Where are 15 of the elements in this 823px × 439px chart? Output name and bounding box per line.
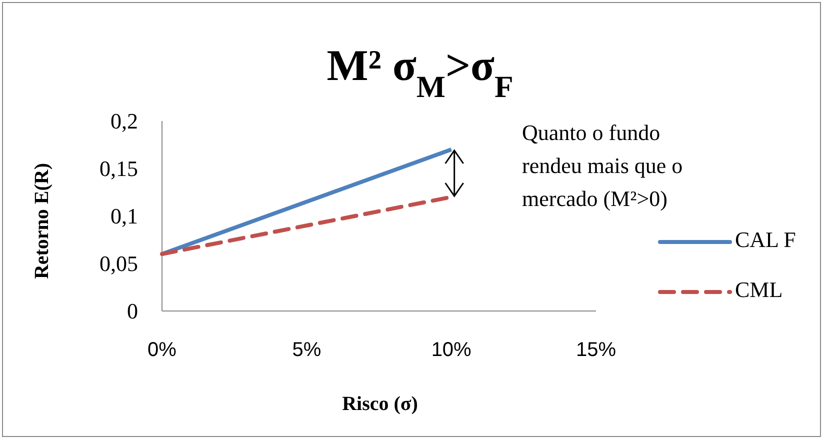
x-tick-label: 15% <box>576 339 616 361</box>
chart-title: M² σ$_{M}$>σ$_{F}$ <box>326 41 514 104</box>
legend-label: CAL F <box>735 227 796 252</box>
x-tick-label: 0% <box>148 339 177 361</box>
x-tick-label: 10% <box>431 339 472 361</box>
y-axis-title: Retorno E(R) <box>31 162 53 280</box>
y-tick-label: 0,15 <box>100 156 138 181</box>
y-tick-label: 0,2 <box>110 108 138 134</box>
legend-label: CML <box>735 277 783 302</box>
x-axis-title: Risco (σ) <box>342 393 418 415</box>
y-tick-label: 0,05 <box>100 251 138 276</box>
y-tick-label: 0 <box>127 298 138 324</box>
annotation: Quanto o fundo rendeu mais que o mercado (M²>0) <box>522 120 683 211</box>
y-tick-label: 0,1 <box>110 204 138 228</box>
x-tick-label: 5% <box>292 339 322 361</box>
